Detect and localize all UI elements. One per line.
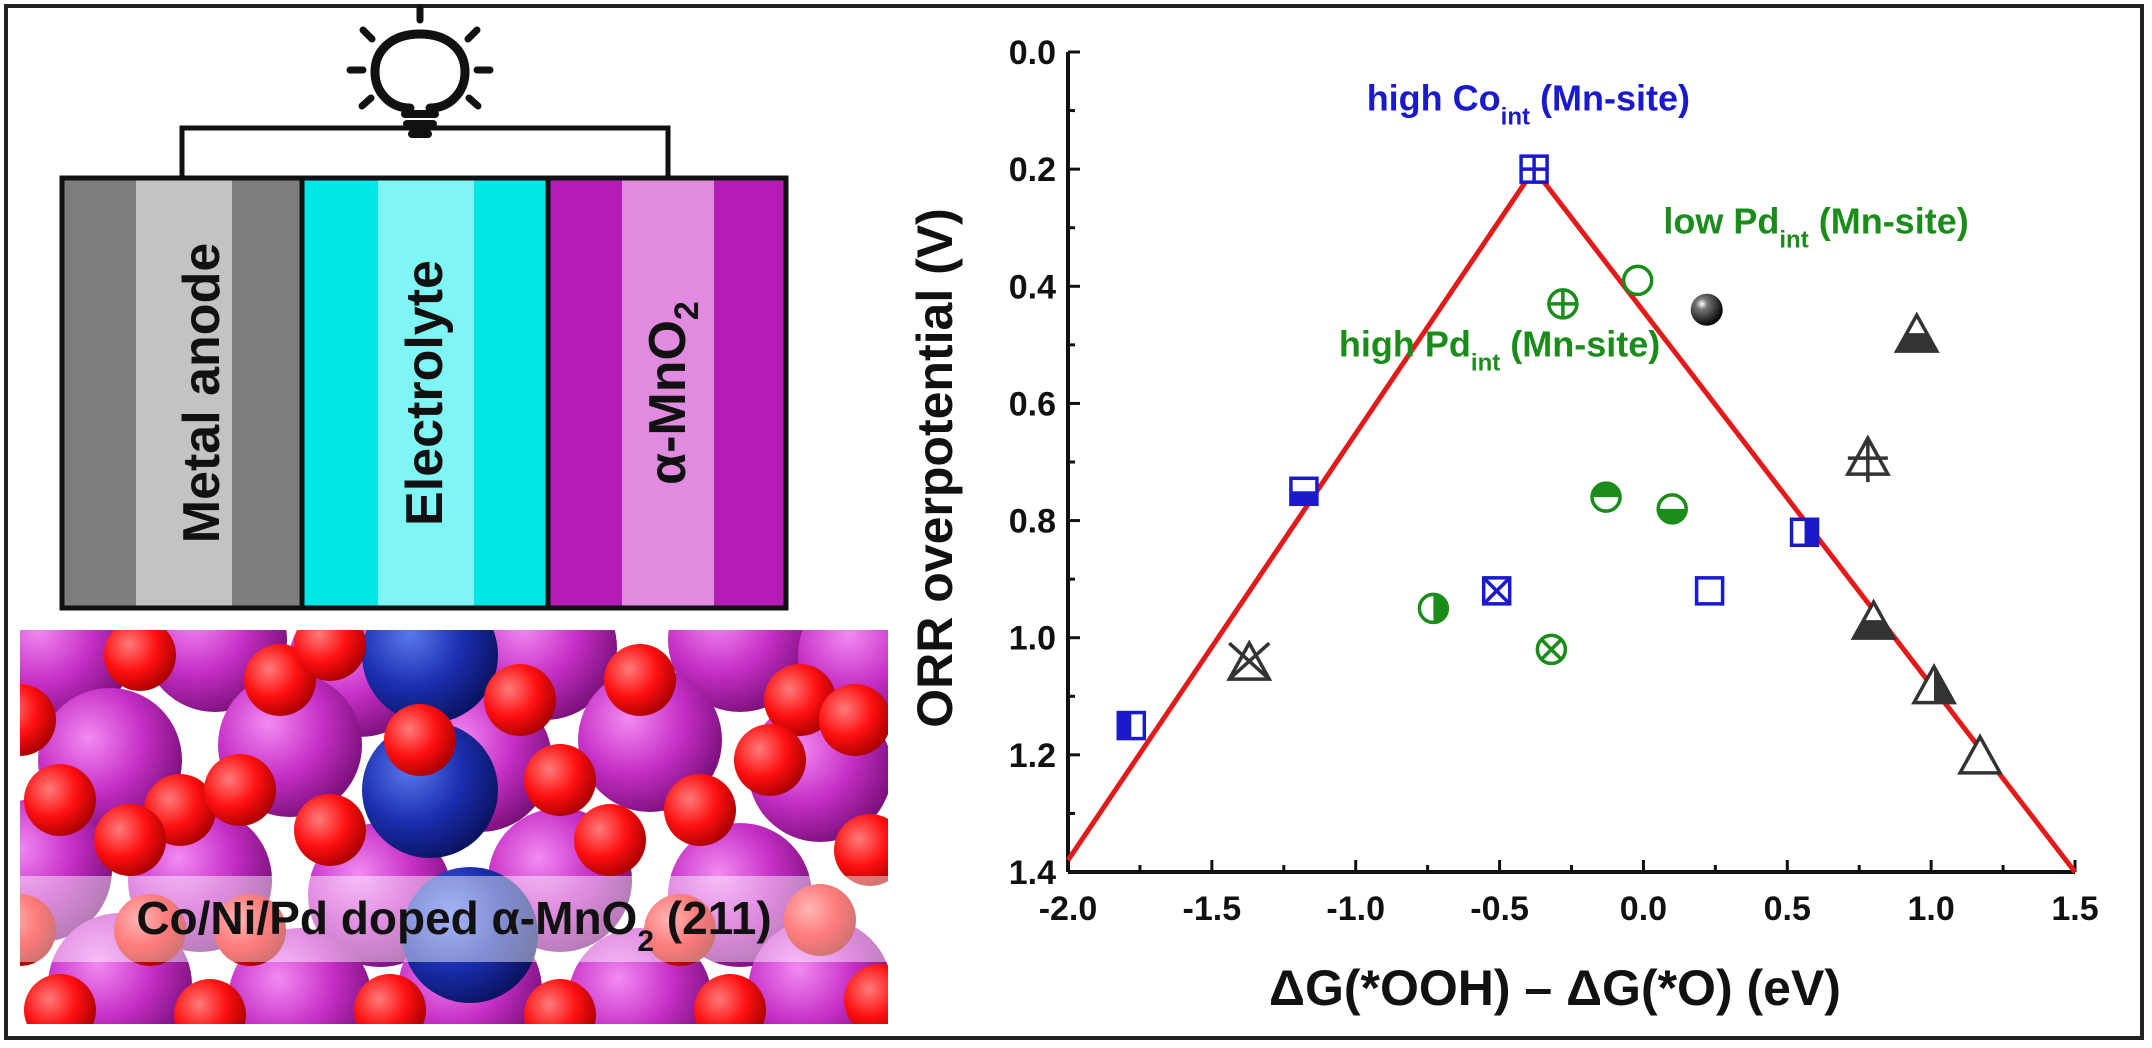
y-tick-label: 0.8	[1009, 503, 1056, 541]
data-point-triangle-x	[1226, 639, 1273, 681]
x-tick-label: -1.5	[1183, 890, 1242, 928]
annotation-label: high Pdint (Mn-site)	[1339, 324, 1660, 377]
o-atom	[24, 974, 96, 1024]
cathode-label: α-MnO2	[639, 301, 706, 485]
o-atom	[384, 704, 456, 776]
o-atom	[244, 644, 316, 716]
y-tick-label: 0.4	[1009, 268, 1056, 306]
o-atom	[604, 644, 676, 716]
volcano-chart: -2.0 -1.5 -1.0 -0.5 0.0 0.5 1.0 1.5 0.0 0.2 0.4 0.6…	[907, 34, 2099, 1016]
o-atom	[524, 744, 596, 816]
o-atom	[24, 764, 96, 836]
o-atom	[20, 684, 56, 756]
o-atom	[784, 884, 856, 956]
x-tick-label: -1.0	[1326, 890, 1385, 928]
o-atom	[644, 894, 716, 966]
data-point-triangle-plus	[1844, 434, 1891, 483]
x-tick-label: -2.0	[1039, 890, 1098, 928]
o-atom	[734, 724, 806, 796]
o-atom	[819, 684, 888, 756]
data-point-square-open	[1694, 576, 1725, 606]
anode-highlight	[136, 178, 232, 608]
o-atom	[524, 979, 596, 1024]
data-point-square-bottom-half	[1289, 476, 1319, 507]
o-atom	[204, 754, 276, 826]
electrolyte-highlight	[378, 178, 474, 608]
dopant-atom	[402, 867, 538, 1003]
cathode-highlight	[622, 178, 714, 608]
annotation-label: low Pdint (Mn-site)	[1663, 201, 1968, 254]
data-point-square-plus	[1519, 154, 1549, 184]
o-atom	[94, 804, 166, 876]
o-atom	[20, 894, 56, 966]
x-tick-label: -0.5	[1470, 890, 1529, 928]
o-atom	[484, 664, 556, 736]
data-point-triangle-bottom-half	[1893, 311, 1940, 353]
surface-label: Co/Ni/Pd doped α-MnO2 (211)	[136, 892, 771, 958]
annotation-label: high Coint (Mn-site)	[1367, 78, 1690, 131]
battery-schematic: Metal anode Electrolyte α-MnO2	[59, 4, 789, 611]
o-atom	[844, 964, 888, 1024]
data-point-triangle-open	[1957, 733, 2004, 775]
surface-label-band	[20, 876, 888, 962]
y-tick-label: 0.2	[1009, 151, 1056, 189]
o-atom	[574, 804, 646, 876]
o-atom	[114, 894, 186, 966]
y-axis-title: ORR overpotential (V)	[907, 208, 963, 727]
y-tick-label: 0.6	[1009, 385, 1056, 423]
x-tick-label: 1.0	[1908, 890, 1955, 928]
data-point-circle-x	[1535, 633, 1568, 666]
y-tick-label: 1.0	[1009, 620, 1056, 658]
o-atom	[294, 794, 366, 866]
o-atom	[664, 774, 736, 846]
x-axis-title: ΔG(*OOH) – ΔG(*O) (eV)	[1269, 960, 1841, 1016]
o-atom	[294, 630, 366, 681]
dopant-atom	[362, 630, 498, 723]
x-tick-label: 0.5	[1764, 890, 1811, 928]
electrolyte-label: Electrolyte	[396, 260, 454, 526]
data-point-square-x	[1481, 576, 1512, 606]
data-point-square-left-half	[1116, 710, 1147, 741]
data-point-sphere-filled	[1690, 293, 1723, 326]
o-atom	[214, 894, 286, 966]
o-atom	[764, 664, 836, 736]
o-atom	[834, 814, 888, 886]
o-atom	[104, 630, 176, 691]
data-point-circle-top-half	[1590, 481, 1622, 513]
y-tick-label: 0.0	[1009, 34, 1056, 72]
light-bulb-icon	[346, 4, 494, 138]
o-atom	[174, 979, 246, 1024]
data-point-square-right-half	[1789, 517, 1820, 548]
volcano-line	[1065, 164, 2077, 874]
data-point-triangle-right-half	[1911, 662, 1957, 705]
data-point-circle-plus	[1547, 288, 1579, 320]
data-point-circle-bottom-half	[1656, 493, 1688, 525]
data-point-triangle-bottom-half	[1850, 598, 1897, 640]
o-atom	[354, 974, 426, 1024]
o-atom	[694, 974, 766, 1024]
crystal-surface	[20, 630, 888, 1024]
x-tick-label: 1.5	[2051, 890, 2098, 928]
anode-label: Metal anode	[173, 243, 231, 544]
x-tick-label: 0.0	[1620, 890, 1667, 928]
circuit-wire	[179, 125, 671, 178]
data-point-circle-right-half	[1417, 592, 1450, 625]
data-point-circle-open	[1621, 264, 1654, 297]
y-tick-label: 1.4	[1009, 854, 1056, 892]
y-tick-label: 1.2	[1009, 737, 1056, 775]
